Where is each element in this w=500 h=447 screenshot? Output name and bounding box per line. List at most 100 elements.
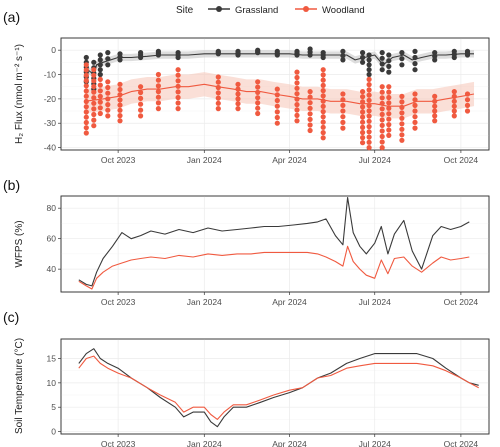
point-grassland: [105, 50, 111, 56]
point-woodland: [340, 97, 346, 103]
point-woodland: [360, 114, 366, 120]
x-tick-label: Oct 2023: [101, 439, 136, 447]
x-tick-label: Apr 2024: [272, 439, 307, 447]
point-woodland: [307, 116, 313, 122]
point-grassland: [215, 51, 221, 57]
point-grassland: [360, 59, 366, 65]
point-woodland: [366, 124, 372, 130]
point-woodland: [83, 88, 89, 94]
point-woodland: [340, 114, 346, 120]
y-tick-label: -10: [44, 70, 57, 80]
point-woodland: [386, 127, 392, 133]
point-woodland: [235, 86, 241, 92]
point-grassland: [366, 71, 372, 78]
point-woodland: [91, 83, 97, 90]
series-line-woodland: [78, 245, 470, 290]
series-line-woodland: [78, 355, 479, 420]
legend-woodland-label: Woodland: [322, 5, 365, 16]
point-woodland: [83, 77, 89, 84]
point-woodland: [83, 93, 89, 99]
point-woodland: [432, 118, 438, 124]
point-woodland: [235, 81, 241, 87]
point-grassland: [97, 62, 103, 68]
panel-background: [60, 338, 490, 435]
point-woodland: [117, 102, 123, 108]
point-woodland: [255, 100, 261, 106]
point-woodland: [366, 145, 372, 151]
point-grassland: [320, 54, 326, 61]
point-woodland: [215, 90, 221, 96]
point-woodland: [399, 99, 405, 105]
point-woodland: [386, 132, 392, 138]
point-woodland: [366, 113, 372, 119]
point-woodland: [294, 85, 300, 91]
point-woodland: [320, 82, 326, 88]
point-woodland: [294, 96, 300, 102]
point-grassland: [138, 54, 144, 61]
point-grassland: [366, 57, 372, 63]
point-woodland: [117, 118, 123, 124]
point-woodland: [215, 79, 221, 85]
point-woodland: [360, 89, 366, 95]
point-woodland: [412, 91, 418, 97]
point-grassland: [399, 56, 405, 62]
point-woodland: [117, 86, 123, 93]
point-woodland: [360, 94, 366, 100]
point-grassland: [105, 62, 111, 68]
point-woodland: [320, 98, 326, 104]
point-woodland: [97, 76, 103, 82]
point-woodland: [320, 124, 326, 130]
point-woodland: [175, 94, 181, 101]
point-woodland: [366, 76, 372, 82]
point-grassland: [117, 57, 123, 63]
point-woodland: [379, 122, 385, 128]
point-woodland: [97, 88, 103, 94]
point-woodland: [307, 111, 313, 117]
point-woodland: [255, 105, 261, 111]
point-woodland: [117, 92, 123, 98]
point-grassland: [97, 67, 103, 73]
point-woodland: [138, 107, 144, 113]
point-woodland: [412, 114, 418, 120]
y-axis-title: H₂ Flux (nmol m⁻² s⁻¹): [14, 44, 25, 144]
point-woodland: [91, 78, 97, 84]
point-grassland: [340, 57, 346, 63]
point-woodland: [320, 109, 326, 115]
point-woodland: [379, 139, 385, 145]
point-woodland: [117, 113, 123, 119]
point-woodland: [412, 102, 418, 108]
panel-2: 40 60 80 Oct 2023 Jan 2024 Apr 2024 Jul 2024 Oc…: [3, 177, 490, 307]
point-woodland: [340, 102, 346, 108]
point-woodland: [91, 106, 97, 112]
point-grassland: [399, 50, 405, 56]
point-woodland: [432, 103, 438, 109]
point-grassland: [412, 61, 418, 67]
point-woodland: [320, 67, 326, 73]
point-woodland: [274, 97, 280, 104]
point-grassland: [235, 52, 241, 58]
panel-tag: (b): [3, 177, 20, 193]
point-woodland: [386, 100, 392, 106]
point-woodland: [379, 100, 385, 106]
point-woodland: [215, 106, 221, 112]
point-woodland: [97, 105, 103, 111]
point-woodland: [91, 89, 97, 95]
point-grassland: [366, 52, 372, 58]
point-woodland: [360, 135, 366, 141]
point-woodland: [83, 125, 89, 131]
x-tick-label: Oct 2023: [101, 297, 136, 307]
y-tick-label: 15: [47, 353, 57, 363]
point-woodland: [366, 139, 372, 145]
point-woodland: [451, 113, 457, 119]
point-woodland: [340, 91, 346, 97]
x-tick-label: Oct 2024: [444, 297, 479, 307]
point-woodland: [155, 94, 161, 100]
point-woodland: [105, 107, 111, 113]
point-woodland: [138, 84, 144, 90]
y-tick-label: 40: [47, 264, 57, 274]
point-woodland: [138, 89, 144, 96]
x-tick-label: Jan 2024: [187, 297, 222, 307]
point-woodland: [117, 81, 123, 87]
point-woodland: [91, 72, 97, 78]
point-woodland: [91, 117, 97, 123]
